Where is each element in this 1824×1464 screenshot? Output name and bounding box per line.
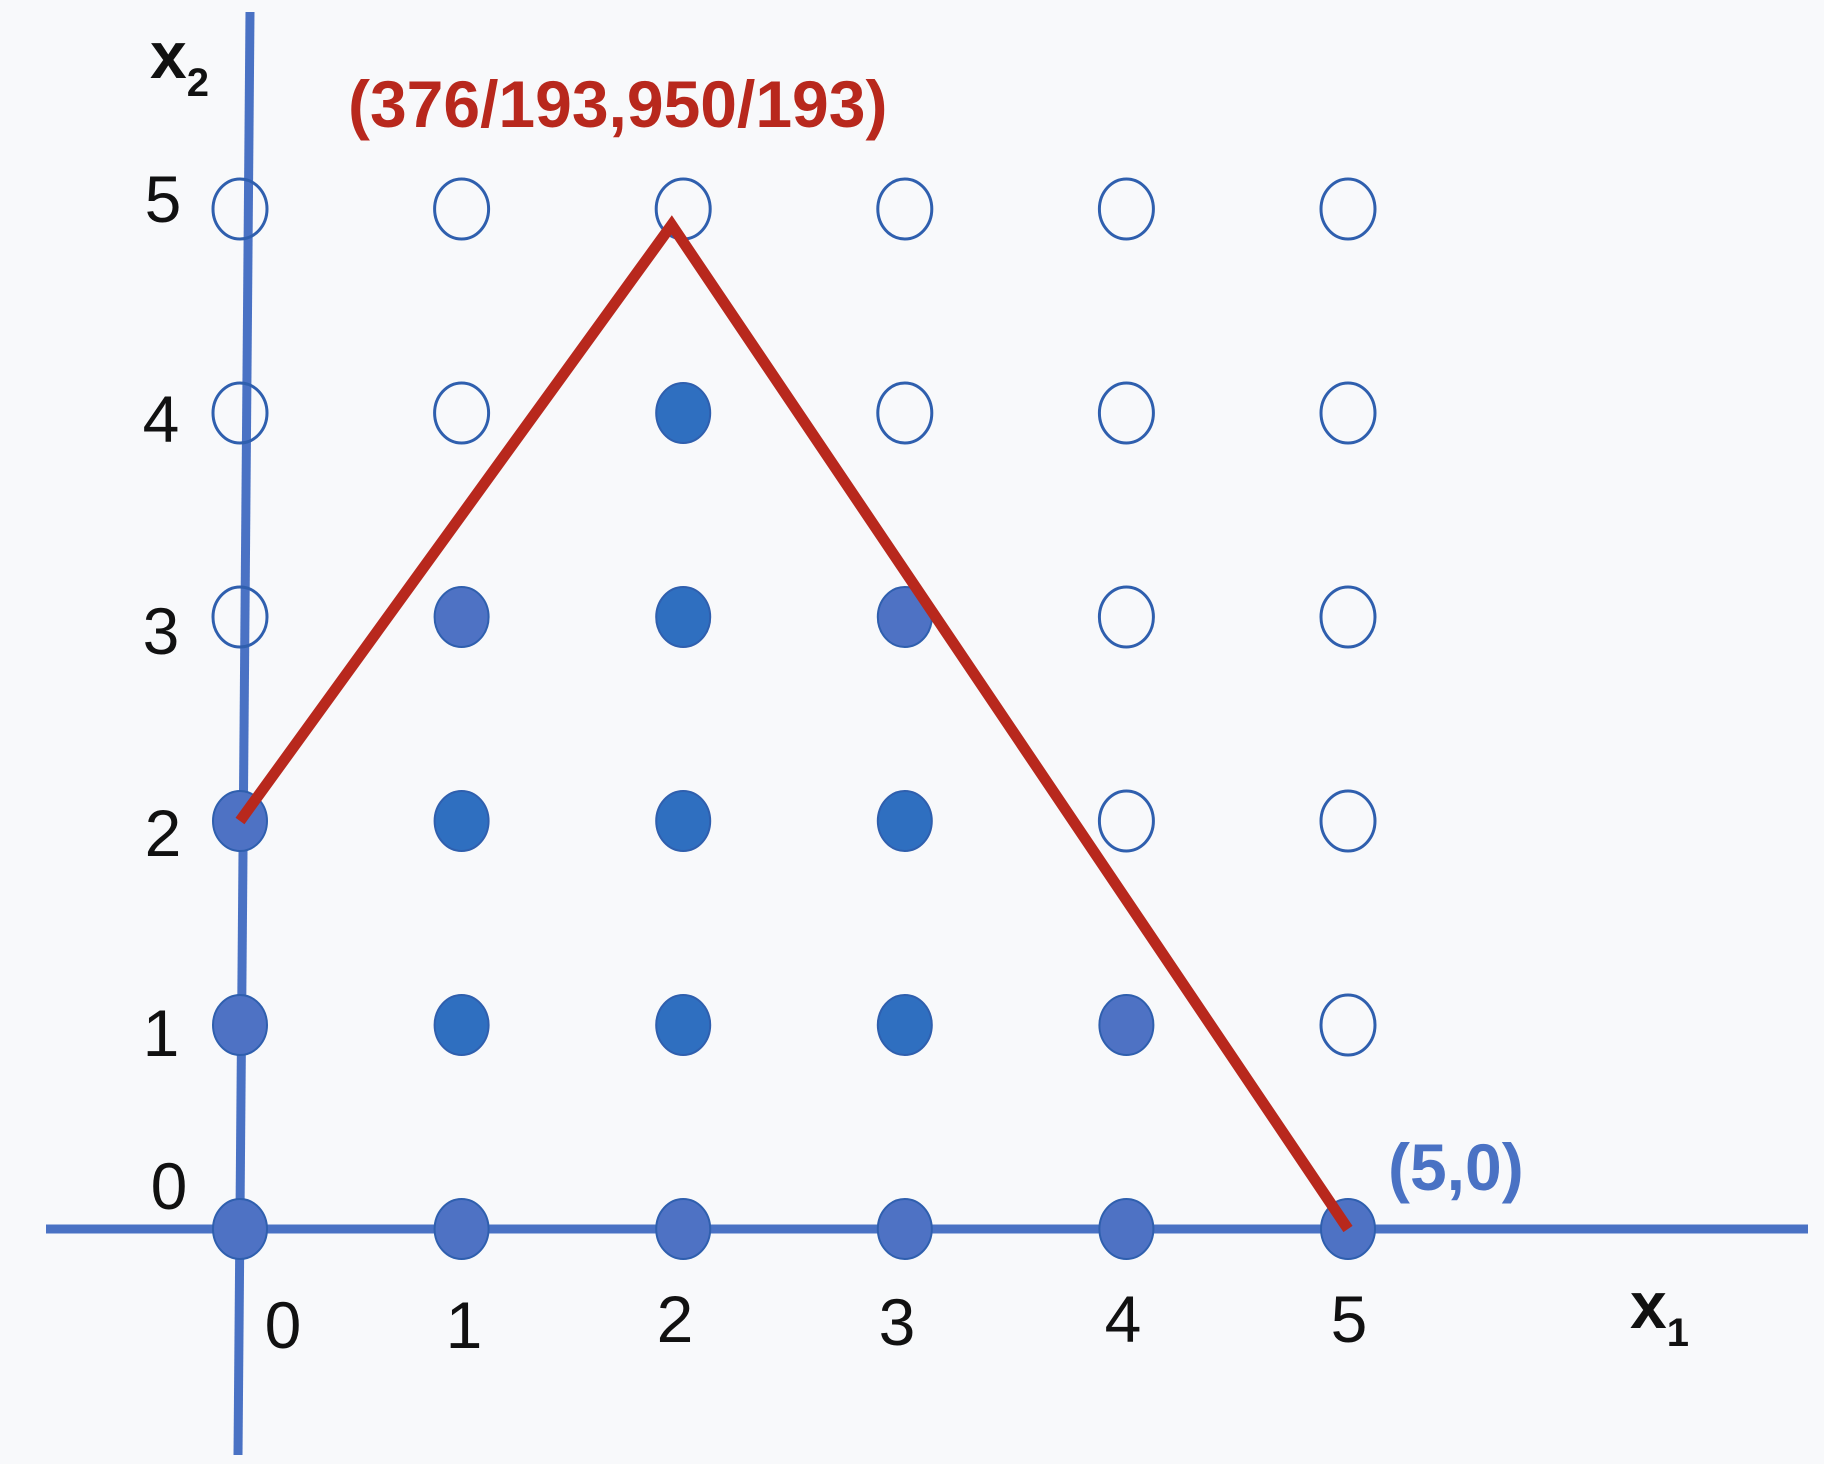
infeasible-integer-point bbox=[1319, 585, 1377, 649]
feasible-integer-point bbox=[433, 1198, 490, 1260]
x2-tick-labels: 0 1 2 3 4 5 bbox=[143, 162, 188, 1223]
infeasible-integer-point bbox=[211, 177, 269, 241]
feasible-integer-point bbox=[1098, 1198, 1155, 1260]
feasible-integer-point bbox=[655, 382, 712, 444]
feasible-integer-point bbox=[655, 586, 712, 648]
x2-tick-label: 4 bbox=[143, 382, 180, 456]
infeasible-integer-point bbox=[1319, 177, 1377, 241]
feasible-integer-point bbox=[433, 586, 490, 648]
x1-axis-letter: x bbox=[1630, 1268, 1667, 1342]
infeasible-integer-point bbox=[211, 585, 269, 649]
feasible-integer-point bbox=[433, 994, 490, 1056]
right-vertex-label: (5,0) bbox=[1388, 1130, 1524, 1204]
x2-axis-label: x2 bbox=[150, 18, 209, 105]
apex-vertex-label: (376/193,950/193) bbox=[348, 67, 887, 141]
lattice-points bbox=[211, 177, 1377, 1260]
x2-tick-label: 3 bbox=[143, 594, 180, 668]
x1-axis-label: x1 bbox=[1630, 1268, 1689, 1355]
infeasible-integer-point bbox=[876, 381, 934, 445]
constraint-layer bbox=[235, 215, 1353, 1233]
x2-tick-label: 1 bbox=[143, 996, 180, 1070]
feasible-integer-point bbox=[876, 994, 933, 1056]
infeasible-integer-point bbox=[433, 177, 491, 241]
x1-tick-label: 4 bbox=[1105, 1282, 1142, 1356]
feasible-integer-point bbox=[212, 1198, 268, 1260]
feasible-integer-point bbox=[655, 994, 712, 1056]
infeasible-integer-point bbox=[1097, 789, 1155, 853]
x2-tick-label: 5 bbox=[145, 162, 182, 236]
infeasible-integer-point bbox=[1319, 381, 1377, 445]
x1-tick-label: 5 bbox=[1331, 1282, 1368, 1356]
infeasible-integer-point bbox=[1319, 993, 1377, 1057]
feasible-integer-point bbox=[876, 790, 933, 852]
feasible-integer-point bbox=[655, 790, 712, 852]
x1-tick-label: 3 bbox=[879, 1285, 916, 1359]
x1-tick-label: 0 bbox=[265, 1288, 302, 1362]
feasible-integer-point bbox=[1098, 994, 1155, 1056]
infeasible-integer-point bbox=[211, 381, 269, 445]
feasible-integer-point bbox=[433, 790, 490, 852]
x1-tick-label: 2 bbox=[657, 1282, 694, 1356]
infeasible-integer-point bbox=[1097, 177, 1155, 241]
infeasible-integer-point bbox=[1097, 585, 1155, 649]
infeasible-integer-point bbox=[1097, 381, 1155, 445]
x1-axis-subscript: 1 bbox=[1667, 1311, 1689, 1355]
x2-tick-label: 2 bbox=[145, 796, 182, 870]
constraint-boundary-line bbox=[235, 215, 1353, 1233]
vertex-labels: (376/193,950/193) (5,0) bbox=[348, 67, 1524, 1204]
x2-axis-subscript: 2 bbox=[187, 61, 209, 105]
x1-tick-label: 1 bbox=[446, 1288, 483, 1362]
feasible-integer-point bbox=[876, 1198, 933, 1260]
feasible-integer-point bbox=[655, 1198, 712, 1260]
infeasible-integer-point bbox=[1319, 789, 1377, 853]
axis-names: x1 x2 bbox=[150, 18, 1689, 1355]
feasible-integer-point bbox=[212, 994, 268, 1056]
infeasible-integer-point bbox=[876, 177, 934, 241]
x2-tick-label: 0 bbox=[151, 1149, 188, 1223]
x2-axis-letter: x bbox=[150, 18, 187, 92]
x1-tick-labels: 0 1 2 3 4 5 bbox=[265, 1282, 1368, 1362]
infeasible-integer-point bbox=[433, 381, 491, 445]
